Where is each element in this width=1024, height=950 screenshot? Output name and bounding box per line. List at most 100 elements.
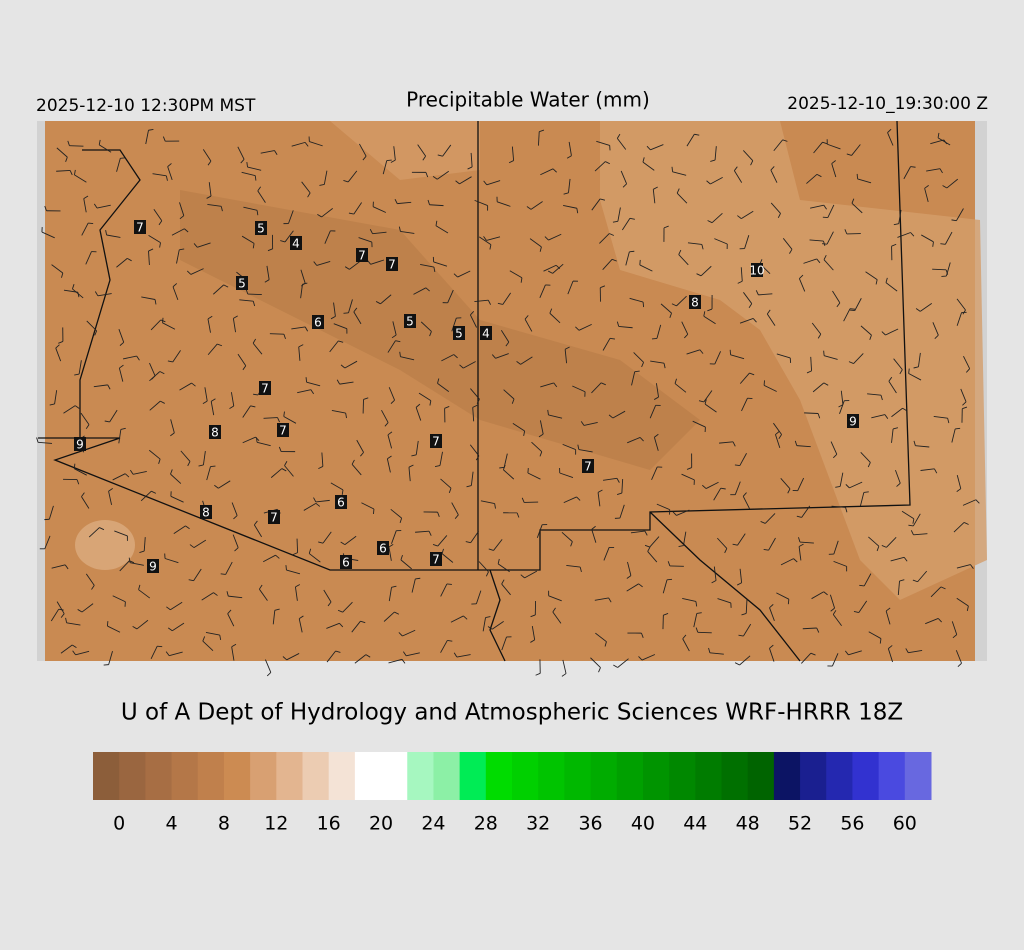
wind-barb [780, 558, 794, 566]
colorbar-swatch [328, 752, 356, 800]
wind-barb [600, 382, 606, 386]
wind-barb [388, 587, 392, 602]
wind-barb [109, 409, 118, 423]
wind-barb [154, 299, 157, 305]
station-box [200, 505, 212, 519]
wind-barb [669, 312, 672, 318]
colorbar-swatch [773, 752, 801, 800]
station-box [268, 510, 280, 524]
wind-barb [36, 437, 39, 443]
wind-barb [717, 598, 731, 604]
wind-barb [809, 239, 824, 242]
wind-barb [860, 452, 871, 463]
wind-barb [264, 659, 272, 673]
wind-barb [324, 230, 331, 244]
wind-barb [69, 170, 73, 176]
wind-barb [708, 647, 711, 653]
station-box [356, 248, 368, 262]
wind-barb [179, 215, 185, 220]
wind-barb [362, 155, 367, 161]
wind-barb [315, 499, 330, 503]
wind-barb [475, 455, 480, 461]
wind-barb [447, 640, 453, 642]
wind-barb [434, 465, 441, 467]
wind-barb [381, 410, 389, 423]
colorbar-tick-label: 40 [631, 813, 655, 835]
wind-barb [575, 326, 580, 331]
station-value: 5 [238, 277, 246, 291]
wind-barb [710, 176, 723, 185]
wind-barb [956, 475, 962, 489]
wind-barb [782, 238, 793, 250]
colorbar-tick-label: 48 [736, 813, 760, 835]
wind-barb [813, 141, 823, 154]
wind-barb [55, 347, 62, 362]
wind-barb [591, 525, 596, 530]
wind-barb [893, 358, 903, 370]
wind-barb [485, 571, 489, 577]
wind-barb [660, 303, 672, 314]
wind-barb [594, 161, 606, 172]
wind-barb [930, 586, 942, 598]
wind-barb [470, 152, 473, 167]
wind-barb [166, 606, 171, 611]
wind-barb [165, 175, 168, 181]
wind-barb [207, 160, 212, 166]
wind-barb [531, 626, 536, 640]
wind-barb [234, 547, 239, 552]
wind-barb [955, 427, 961, 430]
wind-barb [283, 411, 285, 417]
wind-barb [682, 638, 690, 652]
wind-barb [112, 473, 126, 481]
wind-barb [869, 334, 872, 340]
wind-barb [535, 672, 541, 676]
wind-barb [768, 537, 776, 551]
colorbar-swatch [904, 752, 932, 800]
wind-barb [67, 140, 70, 146]
wind-barb [741, 398, 748, 412]
wind-barb [256, 441, 271, 447]
wind-barb [296, 538, 299, 553]
wind-barb [266, 265, 270, 280]
wind-barb [475, 590, 482, 604]
wind-barb [435, 225, 449, 234]
wind-barb [538, 433, 544, 438]
colorbar-swatch [119, 752, 146, 800]
wind-barb [527, 472, 541, 480]
wind-barb [499, 466, 505, 469]
station-box [236, 276, 248, 290]
wind-barb [56, 147, 68, 158]
wind-barb [782, 139, 788, 142]
wind-barb [469, 444, 480, 457]
wind-barb [810, 204, 824, 209]
wind-barb [739, 655, 751, 666]
wind-barb [170, 432, 175, 437]
wind-barb [512, 423, 525, 432]
wind-barb [212, 284, 224, 295]
wind-barb [903, 166, 911, 180]
wind-barb [887, 128, 892, 133]
wind-barb [382, 160, 388, 175]
wind-barb [427, 199, 430, 205]
wind-barb [663, 613, 669, 616]
wind-barb [918, 352, 921, 367]
wind-barb [243, 206, 258, 211]
wind-barb [132, 471, 147, 475]
wind-barb [148, 248, 154, 252]
wind-barb [524, 315, 529, 320]
wind-barb [876, 546, 880, 552]
station-value: 6 [379, 542, 387, 556]
wind-barb [703, 315, 716, 325]
wind-barb [241, 171, 256, 177]
colorbar-swatch [354, 752, 382, 800]
wind-barb [190, 268, 204, 275]
colorbar-tick-label: 32 [526, 813, 550, 835]
wind-barb [912, 518, 915, 524]
wind-barb [253, 520, 258, 526]
wind-barb [300, 269, 306, 284]
wind-barb [167, 166, 173, 181]
wind-barb [88, 222, 94, 225]
wind-barb [816, 173, 822, 178]
wind-barb [48, 505, 54, 520]
wind-barb [309, 141, 323, 147]
